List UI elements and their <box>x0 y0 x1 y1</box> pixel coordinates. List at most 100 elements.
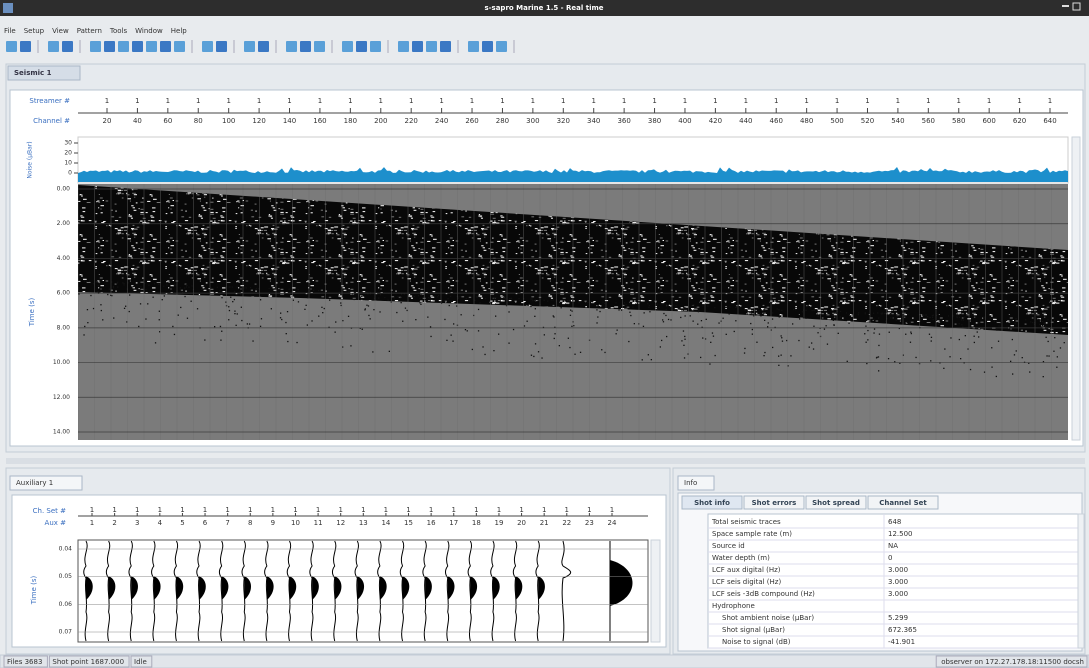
aux-number: 15 <box>404 519 413 527</box>
toolbar-button[interactable] <box>48 41 59 52</box>
speckle-dot <box>234 299 235 300</box>
toolbar-button[interactable] <box>482 41 493 52</box>
aux-time-tick: 0.07 <box>59 629 73 636</box>
auxiliary-tab-label[interactable]: Auxiliary 1 <box>16 479 53 487</box>
speckle-dot <box>953 315 954 316</box>
toolbar-button[interactable] <box>300 41 311 52</box>
toolbar-button[interactable] <box>6 41 17 52</box>
speckle-dot <box>628 341 629 342</box>
status-connection: observer on 172.27.178.18:11500 docsh <box>941 658 1084 666</box>
time-tick-label: 12.00 <box>53 394 70 401</box>
speckle-dot <box>255 289 256 290</box>
menu-item[interactable]: File <box>4 27 16 35</box>
seismic-tab-label[interactable]: Seismic 1 <box>14 69 52 77</box>
speckle-dot <box>324 308 325 309</box>
ch-set-number: 1 <box>542 506 546 514</box>
speckle-dot <box>578 302 579 303</box>
toolbar-button[interactable] <box>216 41 227 52</box>
info-value: 3.000 <box>888 578 908 586</box>
aux-number: 4 <box>158 519 163 527</box>
toolbar-button[interactable] <box>132 41 143 52</box>
speckle-dot <box>221 331 222 332</box>
speckle-dot <box>508 311 509 312</box>
toolbar-button[interactable] <box>356 41 367 52</box>
speckle-dot <box>786 340 787 341</box>
menu-item[interactable]: Pattern <box>77 27 102 35</box>
toolbar-button[interactable] <box>118 41 129 52</box>
speckle-dot <box>994 321 995 322</box>
toolbar-button[interactable] <box>202 41 213 52</box>
speckle-dot <box>1012 373 1013 374</box>
speckle-dot <box>201 289 202 290</box>
toolbar-button[interactable] <box>426 41 437 52</box>
speckle-dot <box>154 283 155 284</box>
speckle-dot <box>905 334 906 335</box>
toolbar-button[interactable] <box>62 41 73 52</box>
toolbar-button[interactable] <box>244 41 255 52</box>
channel-number: 100 <box>222 117 235 125</box>
info-subtab-label[interactable]: Shot info <box>694 499 730 507</box>
toolbar-button[interactable] <box>90 41 101 52</box>
speckle-dot <box>750 323 751 324</box>
speckle-dot <box>573 325 574 326</box>
speckle-dot <box>204 285 205 286</box>
menu-item[interactable]: Tools <box>109 27 128 35</box>
speckle-dot <box>145 289 146 290</box>
speckle-dot <box>256 288 257 289</box>
splitter[interactable] <box>6 458 1085 464</box>
info-subtab-label[interactable]: Channel Set <box>879 499 927 507</box>
toolbar-button[interactable] <box>412 41 423 52</box>
info-scrollbar[interactable] <box>1078 514 1084 648</box>
toolbar-button[interactable] <box>174 41 185 52</box>
menu-item[interactable]: Setup <box>24 27 45 35</box>
streamer-number: 1 <box>1017 97 1021 105</box>
speckle-dot <box>876 357 877 358</box>
toolbar-button[interactable] <box>468 41 479 52</box>
menu-item[interactable]: View <box>52 27 69 35</box>
speckle-dot <box>138 326 139 327</box>
speckle-dot <box>229 286 230 287</box>
speckle-dot <box>429 298 430 299</box>
toolbar-button[interactable] <box>286 41 297 52</box>
speckle-dot <box>781 355 782 356</box>
aux-number: 12 <box>336 519 345 527</box>
speckle-dot <box>685 315 686 316</box>
ch-set-number: 1 <box>158 506 162 514</box>
toolbar-button[interactable] <box>20 41 31 52</box>
speckle-dot <box>342 320 343 321</box>
menu-item[interactable]: Window <box>135 27 163 35</box>
minimize-button[interactable] <box>1062 5 1069 7</box>
info-key: Source id <box>712 542 745 550</box>
speckle-dot <box>930 317 931 318</box>
info-tab-label[interactable]: Info <box>684 479 697 487</box>
toolbar-button[interactable] <box>342 41 353 52</box>
info-subtab-label[interactable]: Shot errors <box>752 499 797 507</box>
toolbar-button[interactable] <box>104 41 115 52</box>
speckle-dot <box>418 295 419 296</box>
speckle-dot <box>1029 371 1030 372</box>
speckle-dot <box>360 292 361 293</box>
speckle-dot <box>279 289 280 290</box>
toolbar-button[interactable] <box>496 41 507 52</box>
toolbar-button[interactable] <box>146 41 157 52</box>
speckle-dot <box>1054 320 1055 321</box>
info-value: 5.299 <box>888 614 908 622</box>
speckle-dot <box>229 310 230 311</box>
speckle-dot <box>649 311 650 312</box>
auxiliary-scrollbar[interactable] <box>651 540 660 642</box>
toolbar-button[interactable] <box>440 41 451 52</box>
speckle-dot <box>659 307 660 308</box>
toolbar-button[interactable] <box>258 41 269 52</box>
speckle-dot <box>683 345 684 346</box>
toolbar-button[interactable] <box>314 41 325 52</box>
speckle-dot <box>878 356 879 357</box>
info-subtab-label[interactable]: Shot spread <box>812 499 860 507</box>
toolbar-button[interactable] <box>370 41 381 52</box>
speckle-dot <box>586 302 587 303</box>
speckle-dot <box>888 358 889 359</box>
toolbar-button[interactable] <box>398 41 409 52</box>
speckle-dot <box>570 315 571 316</box>
seismic-scrollbar[interactable] <box>1072 137 1080 440</box>
toolbar-button[interactable] <box>160 41 171 52</box>
menu-item[interactable]: Help <box>171 27 188 35</box>
